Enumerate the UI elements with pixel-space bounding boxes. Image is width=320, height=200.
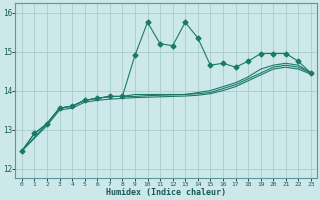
X-axis label: Humidex (Indice chaleur): Humidex (Indice chaleur): [106, 188, 226, 197]
